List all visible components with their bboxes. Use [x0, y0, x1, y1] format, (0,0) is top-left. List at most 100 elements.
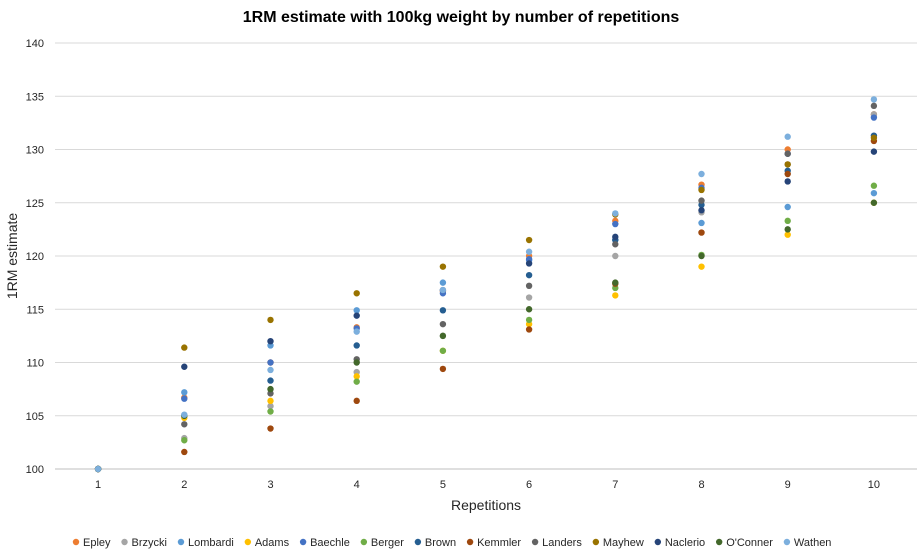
legend-label: O'Conner — [726, 537, 773, 549]
legend-item: Kemmler — [466, 537, 521, 549]
data-point — [698, 207, 705, 214]
y-tick-label: 140 — [26, 38, 44, 50]
data-point — [525, 282, 533, 290]
data-point — [267, 359, 274, 366]
x-tick-label: 3 — [267, 479, 273, 491]
data-point — [870, 189, 878, 197]
data-point — [181, 344, 188, 351]
data-point — [525, 271, 533, 279]
x-axis-label: Repetitions — [451, 497, 521, 513]
data-point — [353, 307, 360, 314]
data-point — [439, 286, 447, 294]
x-axis-ticks: 1 2 3 4 5 6 7 8 9 10 — [95, 479, 880, 491]
data-points — [94, 96, 878, 473]
legend-marker — [466, 538, 474, 546]
y-tick-label: 125 — [26, 198, 44, 210]
data-point — [784, 161, 791, 168]
legend-marker — [592, 538, 600, 546]
legend: Epley Brzycki Lombardi Adams Baechle Berger Br… — [72, 537, 831, 549]
data-point — [698, 170, 705, 178]
legend-item: Wathen — [783, 537, 831, 549]
data-point — [181, 448, 188, 456]
data-point — [612, 279, 619, 286]
legend-marker — [654, 538, 662, 546]
y-tick-label: 105 — [26, 411, 44, 423]
data-point — [525, 326, 533, 333]
data-point — [267, 338, 274, 345]
data-point — [525, 248, 533, 255]
data-point — [612, 210, 619, 217]
y-axis-label: 1RM estimate — [4, 213, 20, 300]
x-tick-label: 5 — [440, 479, 446, 491]
data-point — [698, 197, 705, 204]
data-point — [784, 217, 791, 225]
legend-marker — [299, 538, 307, 546]
legend-label: Mayhew — [603, 537, 644, 549]
data-point — [181, 363, 188, 370]
data-point — [870, 114, 878, 121]
data-point — [525, 306, 533, 313]
data-point — [525, 236, 533, 244]
legend-label: Adams — [255, 537, 290, 549]
x-tick-label: 10 — [868, 479, 880, 491]
legend-marker — [121, 538, 128, 546]
data-point — [612, 252, 619, 260]
legend-label: Epley — [83, 537, 111, 549]
data-point — [698, 186, 705, 194]
data-point — [784, 226, 791, 233]
legend-item: Landers — [531, 537, 582, 549]
data-point — [612, 292, 619, 299]
data-point — [267, 377, 274, 384]
data-point — [439, 307, 447, 314]
data-point — [870, 182, 878, 189]
x-tick-label: 7 — [612, 479, 618, 491]
data-point — [698, 252, 705, 260]
y-axis-ticks: 100 105 110 115 120 125 130 135 140 — [26, 38, 44, 476]
data-point — [784, 133, 791, 140]
data-point — [439, 279, 447, 286]
data-point — [784, 203, 791, 211]
legend-marker — [783, 538, 791, 546]
data-point — [870, 134, 878, 141]
legend-item: Naclerio — [654, 537, 705, 549]
legend-item: Adams — [244, 537, 290, 549]
legend-label: Baechle — [310, 537, 350, 549]
data-point — [784, 170, 791, 178]
chart-title: 1RM estimate with 100kg weight by number… — [243, 9, 680, 26]
data-point — [353, 378, 360, 385]
y-tick-label: 135 — [26, 91, 44, 103]
data-point — [267, 425, 274, 432]
legend-item: O'Conner — [715, 537, 773, 549]
series-wathen — [94, 96, 878, 473]
data-point — [181, 395, 188, 402]
x-tick-label: 1 — [95, 479, 101, 491]
legend-marker — [244, 538, 252, 546]
data-point — [525, 260, 533, 267]
data-point — [439, 332, 447, 340]
data-point — [267, 397, 274, 405]
y-tick-label: 130 — [26, 145, 44, 157]
data-point — [181, 421, 188, 428]
legend-marker — [715, 538, 723, 546]
y-tick-label: 110 — [26, 358, 44, 370]
data-point — [612, 241, 619, 248]
y-tick-label: 115 — [26, 304, 44, 316]
data-point — [784, 150, 791, 157]
legend-marker — [531, 538, 539, 546]
data-point — [870, 199, 878, 206]
data-point — [784, 231, 791, 238]
legend-marker — [414, 538, 422, 546]
x-tick-label: 6 — [526, 479, 532, 491]
data-point — [267, 408, 274, 415]
legend-marker — [360, 538, 368, 546]
data-point — [353, 373, 360, 380]
legend-label: Kemmler — [477, 537, 521, 549]
y-tick-label: 120 — [26, 251, 44, 263]
legend-marker — [72, 538, 80, 546]
data-point — [353, 397, 360, 405]
legend-item: Brown — [414, 537, 456, 549]
data-point — [94, 465, 102, 473]
x-tick-label: 9 — [785, 479, 791, 491]
data-point — [353, 359, 360, 366]
